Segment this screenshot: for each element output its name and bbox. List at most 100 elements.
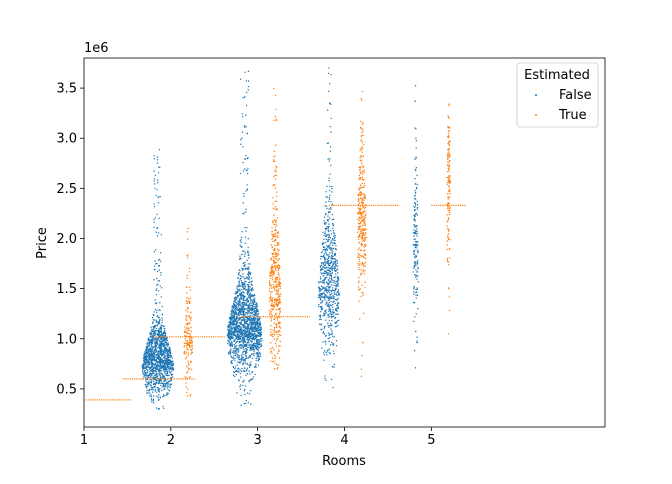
data-point-false-g2 — [231, 317, 234, 319]
data-point-true-g2 — [276, 338, 278, 340]
data-point-false-g3 — [328, 351, 331, 354]
data-point-true-g2 — [274, 155, 276, 157]
data-point-false-g4 — [416, 278, 418, 280]
data-point-false-g2 — [251, 353, 253, 355]
data-point-false-g4 — [415, 147, 417, 149]
data-point-false-g1 — [159, 353, 162, 356]
data-point-false-g3 — [332, 311, 335, 314]
data-point-false-g2 — [251, 295, 254, 297]
data-point-false-g1 — [160, 365, 163, 367]
data-point-false-g1 — [157, 280, 159, 282]
data-point-false-g1 — [161, 366, 163, 369]
data-point-false-g1 — [155, 333, 157, 335]
data-point-true-g2 — [275, 266, 278, 269]
data-point-false-g3 — [336, 320, 339, 322]
data-point-false-g2 — [244, 242, 246, 244]
data-point-false-g2 — [242, 193, 245, 195]
data-point-false-g2 — [255, 308, 258, 310]
data-point-false-g1 — [144, 364, 146, 366]
data-point-true-g4 — [449, 175, 451, 177]
data-point-false-g2 — [247, 289, 250, 292]
data-point-false-g3 — [336, 304, 338, 307]
data-point-false-g2 — [232, 312, 235, 315]
data-point-true-g3 — [362, 203, 364, 205]
data-point-false-g1 — [156, 320, 158, 323]
data-point-false-g1 — [164, 365, 167, 368]
data-point-true-g2 — [270, 320, 273, 322]
data-point-true-g2 — [274, 342, 277, 345]
data-point-false-g3 — [324, 377, 326, 380]
data-point-false-g1 — [158, 345, 161, 347]
data-point-false-g2 — [247, 246, 249, 249]
data-point-false-g3 — [320, 299, 322, 301]
data-point-false-g3 — [330, 316, 333, 319]
data-point-true-g3 — [364, 261, 367, 264]
data-point-true-g4 — [448, 151, 450, 154]
data-point-true-g3 — [363, 246, 365, 248]
data-point-false-g1 — [153, 337, 155, 340]
data-point-true-g3 — [357, 256, 359, 259]
data-point-false-g3 — [329, 324, 331, 327]
data-point-false-g2 — [246, 369, 248, 371]
data-point-true-g3 — [357, 218, 359, 221]
data-point-false-g3 — [331, 287, 334, 289]
data-point-true-g3 — [358, 212, 361, 214]
data-point-false-g4 — [416, 235, 418, 237]
data-point-false-g1 — [164, 334, 167, 337]
data-point-false-g3 — [324, 375, 326, 377]
data-point-false-g2 — [241, 275, 243, 278]
data-point-false-g2 — [226, 342, 229, 345]
data-point-false-g3 — [328, 223, 330, 225]
data-point-false-g3 — [329, 102, 331, 105]
data-point-false-g3 — [333, 363, 335, 366]
data-point-false-g1 — [156, 235, 159, 237]
data-point-false-g3 — [325, 309, 327, 311]
data-point-false-g1 — [153, 325, 156, 327]
data-point-false-g2 — [249, 332, 251, 334]
data-point-true-g2 — [270, 325, 272, 327]
data-point-false-g2 — [253, 317, 255, 319]
data-point-true-g2 — [275, 258, 277, 260]
data-point-false-g4 — [414, 220, 416, 222]
data-point-false-g3 — [327, 264, 330, 266]
data-point-false-g3 — [335, 264, 337, 267]
data-point-false-g3 — [337, 279, 340, 281]
data-point-false-g2 — [243, 126, 246, 128]
data-point-false-g3 — [321, 267, 324, 269]
data-point-true-g2 — [275, 326, 277, 329]
data-point-false-g2 — [242, 351, 244, 353]
data-point-false-g2 — [255, 325, 257, 328]
data-point-false-g1 — [152, 362, 154, 364]
data-point-true-g3 — [361, 151, 363, 153]
data-point-false-g2 — [248, 323, 251, 326]
data-point-true-g2 — [276, 333, 278, 336]
data-point-false-g1 — [149, 376, 152, 378]
data-point-false-g3 — [320, 262, 323, 264]
data-point-false-g1 — [152, 399, 155, 402]
data-point-false-g3 — [328, 348, 331, 350]
data-point-false-g2 — [242, 363, 244, 366]
data-point-false-g2 — [244, 299, 247, 302]
data-point-false-g3 — [319, 276, 322, 278]
data-point-true-g2 — [277, 280, 280, 283]
data-point-true-g3 — [363, 272, 366, 275]
data-point-false-g2 — [253, 336, 255, 338]
data-point-true-g4 — [448, 168, 450, 170]
data-point-true-g1 — [183, 331, 186, 334]
data-point-false-g1 — [165, 364, 168, 366]
data-point-true-g1 — [191, 349, 193, 351]
data-point-false-g1 — [153, 363, 156, 366]
data-point-true-g2 — [277, 291, 279, 294]
data-point-false-g1 — [167, 392, 169, 395]
data-point-false-g2 — [245, 385, 247, 387]
data-point-false-g2 — [254, 294, 256, 297]
data-point-false-g3 — [330, 276, 332, 278]
data-point-false-g2 — [232, 305, 235, 308]
data-point-false-g2 — [232, 365, 234, 368]
data-point-false-g3 — [329, 262, 332, 265]
data-point-false-g3 — [331, 187, 333, 190]
data-point-true-g1 — [186, 365, 188, 368]
data-point-true-g2 — [278, 312, 281, 315]
data-point-true-g2 — [276, 293, 278, 295]
data-point-false-g1 — [166, 371, 169, 373]
